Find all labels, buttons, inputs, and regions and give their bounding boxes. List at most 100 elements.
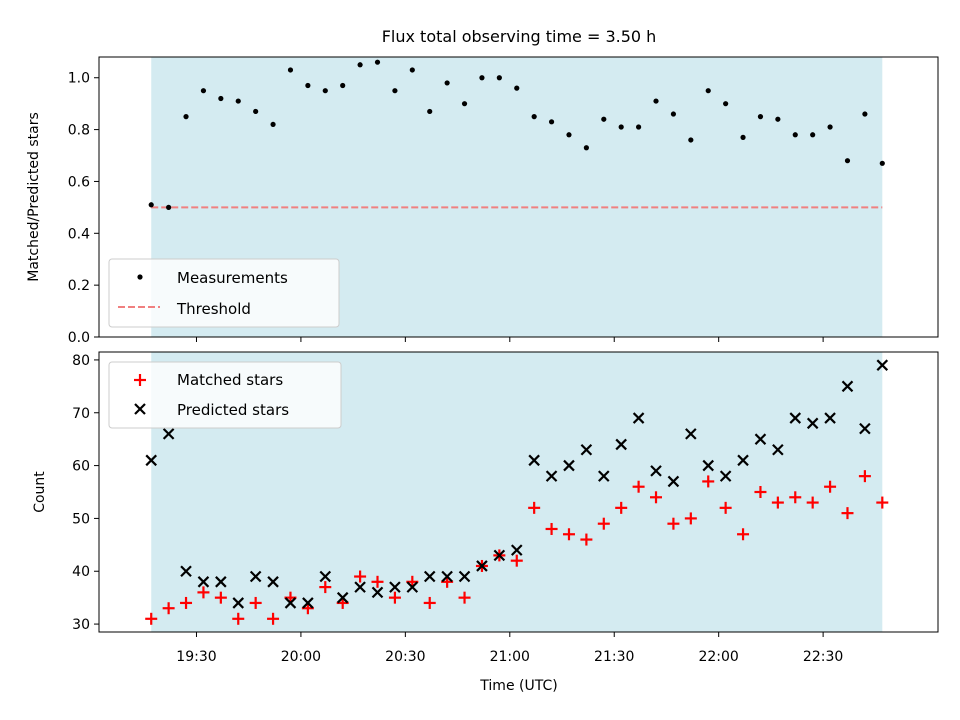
predicted-star-point: [458, 570, 471, 583]
measurement-point: [392, 88, 398, 94]
bottom-ytick-label: 50: [72, 511, 90, 527]
measurement-point: [218, 95, 224, 102]
measurement-point: [583, 145, 589, 151]
predicted-star-point: [702, 459, 715, 472]
legend-measurements-label: Measurements: [177, 269, 288, 287]
predicted-star-point: [423, 570, 436, 583]
matched-star-point: [650, 491, 663, 504]
measurement-point: [148, 202, 154, 208]
measurement-point: [496, 75, 502, 81]
matched-star-point: [754, 486, 767, 498]
top-axes-frame: [98, 56, 939, 338]
measurement-point: [723, 101, 729, 107]
predicted-star-point: [267, 576, 279, 588]
bottom-y-ticks: 30 40 50 60 70 80: [72, 353, 99, 633]
matched-star-point: [841, 507, 854, 520]
matched-star-point: [528, 501, 541, 514]
matched-star-point: [545, 522, 558, 535]
measurement-point: [862, 111, 868, 117]
matched-star-point: [684, 512, 697, 525]
top-panel: 0.0 0.2 0.4 0.6 0.8 1.0 Matched/Predicted sta…: [26, 56, 939, 346]
predicted-star-point: [476, 560, 488, 572]
matched-star-point: [719, 501, 732, 514]
measurement-point: [444, 80, 450, 86]
top-ytick-label: 0.4: [68, 226, 90, 242]
matched-star-point: [249, 596, 262, 609]
predicted-star-point: [650, 465, 662, 477]
predicted-star-point: [493, 549, 506, 562]
matched-star-point: [737, 528, 750, 541]
bottom-x-ticks: 19:30 20:00 20:30 21:00 21:30 22:00 22:30: [176, 632, 843, 665]
legend-matched-label: Matched stars: [177, 371, 283, 389]
matched-star-point: [771, 496, 784, 509]
predicted-star-point: [737, 454, 749, 467]
top-legend: Measurements Threshold: [108, 258, 340, 328]
measurement-point: [253, 108, 259, 115]
measurement-point: [531, 114, 537, 120]
predicted-star-point: [806, 417, 819, 430]
matched-star-point: [145, 612, 158, 625]
xtick-label: 22:00: [698, 649, 738, 665]
predicted-star-point: [824, 412, 836, 424]
matched-star-point: [232, 612, 245, 625]
measurement-point: [757, 114, 764, 120]
predicted-star-point: [772, 443, 784, 456]
matched-star-point: [615, 501, 628, 514]
predicted-star-point: [319, 570, 332, 583]
bottom-legend-box: [108, 361, 342, 429]
matched-star-point: [632, 480, 645, 493]
predicted-star-point: [580, 443, 593, 456]
bottom-panel: 30 40 50 60 70 80 19:30 20:00 20:30 21:00 21:30 22…: [32, 351, 939, 694]
top-legend-box: [108, 258, 340, 328]
measurement-point: [844, 158, 851, 164]
measurement-point: [374, 59, 381, 65]
legend-predicted-label: Predicted stars: [177, 401, 289, 419]
bottom-y-axis-label: Count: [32, 471, 48, 513]
measurement-point: [305, 82, 311, 89]
measurement-point: [200, 88, 207, 94]
predicted-star-point: [249, 570, 262, 583]
top-ytick-label: 0.8: [68, 123, 90, 139]
predicted-star-point: [441, 570, 453, 583]
predicted-star-point: [598, 470, 610, 482]
measurement-point: [653, 98, 659, 104]
bottom-ytick-label: 80: [72, 353, 90, 369]
measurement-point: [287, 67, 294, 73]
matched-star-point: [180, 596, 193, 609]
top-ytick-label: 0.6: [68, 174, 90, 190]
predicted-star-point: [719, 470, 732, 482]
top-x-ticks: [195, 337, 824, 342]
predicted-star-point: [197, 576, 210, 588]
xtick-label: 22:30: [803, 649, 843, 665]
predicted-star-point: [563, 459, 575, 472]
matched-star-point: [562, 528, 575, 541]
predicted-star-point: [406, 581, 419, 593]
measurement-point: [775, 116, 781, 122]
predicted-star-point: [685, 428, 697, 440]
matched-star-point: [197, 586, 210, 599]
measurement-point: [566, 132, 572, 138]
predicted-star-point: [389, 581, 401, 593]
bottom-legend: Matched stars Predicted stars: [108, 361, 342, 429]
matched-star-point: [162, 602, 175, 615]
predicted-star-point: [510, 544, 523, 556]
predicted-star-point: [876, 359, 889, 371]
matched-star-point: [597, 517, 610, 530]
predicted-star-point: [180, 565, 192, 578]
measurement-point: [479, 75, 485, 81]
measurement-point: [810, 132, 816, 138]
predicted-star-point: [632, 412, 645, 424]
predicted-star-point: [302, 597, 314, 609]
matched-star-point: [319, 581, 332, 594]
measurement-point: [340, 82, 346, 89]
measurement-point: [636, 124, 642, 130]
legend-matched-marker: [134, 374, 146, 386]
predicted-star-point: [284, 597, 297, 609]
measurement-point: [183, 114, 189, 120]
matched-star-point: [667, 517, 680, 530]
measurement-point: [427, 108, 433, 115]
predicted-star-point: [667, 475, 680, 488]
bottom-ytick-label: 40: [72, 564, 90, 580]
measurement-point: [514, 85, 520, 91]
